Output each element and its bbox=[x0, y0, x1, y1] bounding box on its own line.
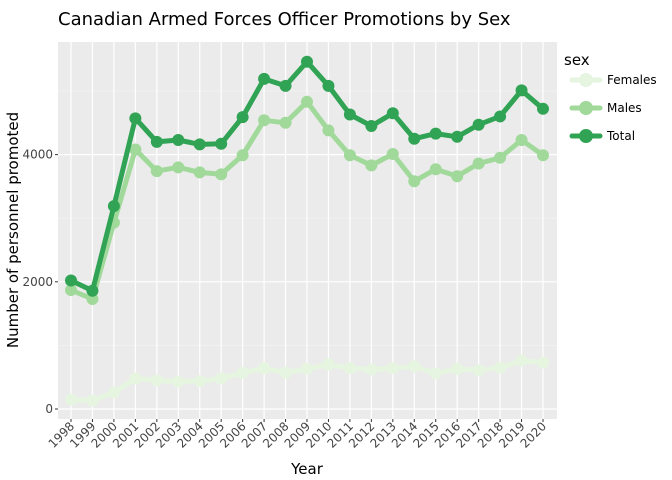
data-point-total bbox=[387, 107, 399, 119]
data-point-females bbox=[430, 367, 442, 379]
data-point-females bbox=[65, 393, 77, 405]
x-axis-ticks: 1998199920002001200220032004200520062007… bbox=[46, 419, 549, 451]
data-point-females bbox=[494, 362, 506, 374]
data-point-females bbox=[408, 360, 420, 372]
data-point-total bbox=[301, 56, 313, 68]
legend-title: sex bbox=[564, 51, 590, 69]
data-point-total bbox=[194, 138, 206, 150]
data-point-females bbox=[194, 375, 206, 387]
data-point-total bbox=[430, 128, 442, 140]
legend-marker-total bbox=[579, 129, 593, 143]
data-point-females bbox=[172, 376, 184, 388]
data-point-total bbox=[408, 133, 420, 145]
data-point-males bbox=[301, 96, 313, 108]
y-tick-label: 2000 bbox=[22, 275, 53, 289]
data-point-total bbox=[494, 110, 506, 122]
data-point-males bbox=[408, 175, 420, 187]
data-point-males bbox=[430, 163, 442, 175]
y-axis-ticks: 0 2000 4000 bbox=[22, 148, 58, 416]
data-point-females bbox=[280, 367, 292, 379]
data-point-total bbox=[344, 109, 356, 121]
data-point-females bbox=[322, 358, 334, 370]
data-point-females bbox=[451, 363, 463, 375]
legend-label-total: Total bbox=[606, 129, 635, 143]
data-point-total bbox=[108, 200, 120, 212]
data-point-females bbox=[215, 372, 227, 384]
data-point-males bbox=[344, 149, 356, 161]
y-tick-label: 4000 bbox=[22, 148, 53, 162]
y-axis-title: Number of personnel promoted bbox=[4, 112, 22, 348]
data-point-females bbox=[86, 395, 98, 407]
data-point-females bbox=[344, 362, 356, 374]
data-point-males bbox=[473, 158, 485, 170]
data-point-total bbox=[516, 84, 528, 96]
chart-title: Canadian Armed Forces Officer Promotions… bbox=[58, 9, 511, 30]
data-point-females bbox=[237, 367, 249, 379]
data-point-males bbox=[172, 161, 184, 173]
data-point-total bbox=[151, 136, 163, 148]
data-point-males bbox=[194, 166, 206, 178]
legend-marker-females bbox=[579, 73, 593, 87]
data-point-males bbox=[516, 134, 528, 146]
data-point-females bbox=[537, 357, 549, 369]
data-point-total bbox=[258, 73, 270, 85]
legend-marker-males bbox=[579, 101, 593, 115]
data-point-total bbox=[280, 80, 292, 92]
data-point-males bbox=[151, 165, 163, 177]
data-point-males bbox=[322, 124, 334, 136]
data-point-males bbox=[494, 152, 506, 164]
legend-label-males: Males bbox=[607, 101, 642, 115]
data-point-males bbox=[451, 170, 463, 182]
data-point-total bbox=[65, 275, 77, 287]
data-point-females bbox=[258, 362, 270, 374]
data-point-females bbox=[387, 362, 399, 374]
data-point-total bbox=[537, 103, 549, 115]
data-point-females bbox=[516, 355, 528, 367]
x-axis-title: Year bbox=[290, 460, 324, 478]
data-point-total bbox=[451, 131, 463, 143]
data-point-males bbox=[365, 159, 377, 171]
data-point-total bbox=[322, 80, 334, 92]
legend: sex Females Males Total bbox=[564, 51, 657, 143]
data-point-total bbox=[473, 119, 485, 131]
data-point-total bbox=[172, 134, 184, 146]
data-point-males bbox=[258, 114, 270, 126]
data-point-females bbox=[365, 364, 377, 376]
data-point-total bbox=[215, 138, 227, 150]
data-point-total bbox=[237, 111, 249, 123]
data-point-total bbox=[86, 285, 98, 297]
data-point-females bbox=[301, 363, 313, 375]
data-point-total bbox=[365, 120, 377, 132]
legend-label-females: Females bbox=[607, 73, 657, 87]
data-point-females bbox=[108, 386, 120, 398]
data-point-females bbox=[151, 374, 163, 386]
y-tick-label: 0 bbox=[45, 402, 53, 416]
data-point-females bbox=[473, 364, 485, 376]
data-point-males bbox=[237, 149, 249, 161]
data-point-total bbox=[129, 112, 141, 124]
data-point-females bbox=[129, 372, 141, 384]
data-point-males bbox=[387, 148, 399, 160]
data-point-males bbox=[215, 168, 227, 180]
data-point-males bbox=[537, 149, 549, 161]
data-point-males bbox=[280, 117, 292, 129]
